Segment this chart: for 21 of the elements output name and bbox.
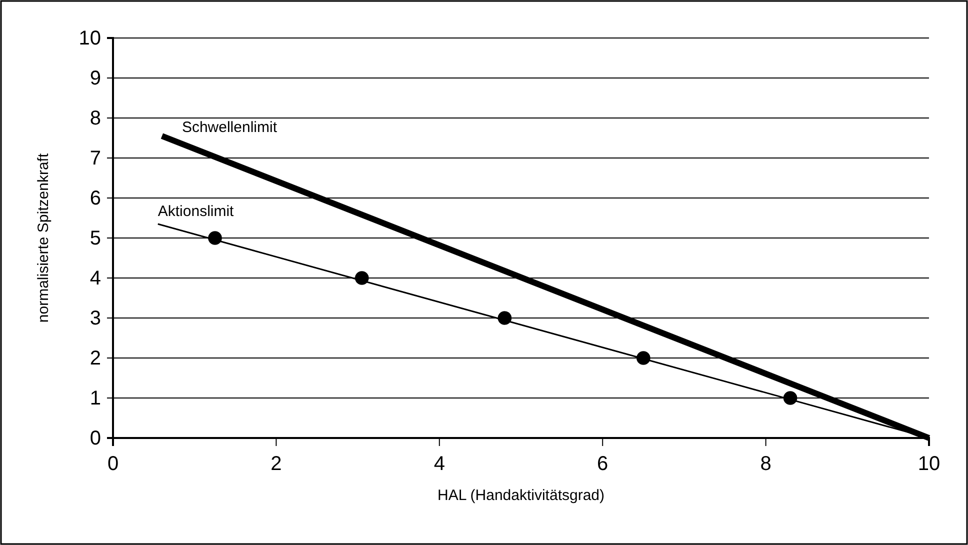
x-tick-label: 10: [918, 453, 940, 476]
y-tick-label: 8: [90, 107, 101, 130]
y-tick-label: 7: [90, 147, 101, 170]
y-tick-label: 2: [90, 347, 101, 370]
y-tick-label: 0: [90, 427, 101, 450]
y-tick-label: 1: [90, 387, 101, 410]
y-axis-title: normalisierte Spitzenkraft: [35, 152, 52, 323]
series-label: Aktionslimit: [158, 203, 235, 220]
x-tick-label: 6: [597, 453, 608, 476]
y-tick-label: 6: [90, 187, 101, 210]
y-tick-label: 4: [90, 267, 101, 290]
y-tick-label: 3: [90, 307, 101, 330]
x-tick-label: 0: [107, 453, 119, 476]
series-label: Schwellenlimit: [182, 119, 278, 136]
y-tick-label: 5: [90, 227, 101, 250]
y-tick-label: 10: [78, 27, 101, 50]
x-tick-label: 4: [434, 453, 445, 476]
x-tick-label: 2: [270, 453, 282, 476]
x-tick-label: 8: [760, 453, 772, 476]
x-axis-title: HAL (Handaktivitätsgrad): [437, 487, 605, 504]
y-tick-label: 9: [90, 67, 101, 90]
